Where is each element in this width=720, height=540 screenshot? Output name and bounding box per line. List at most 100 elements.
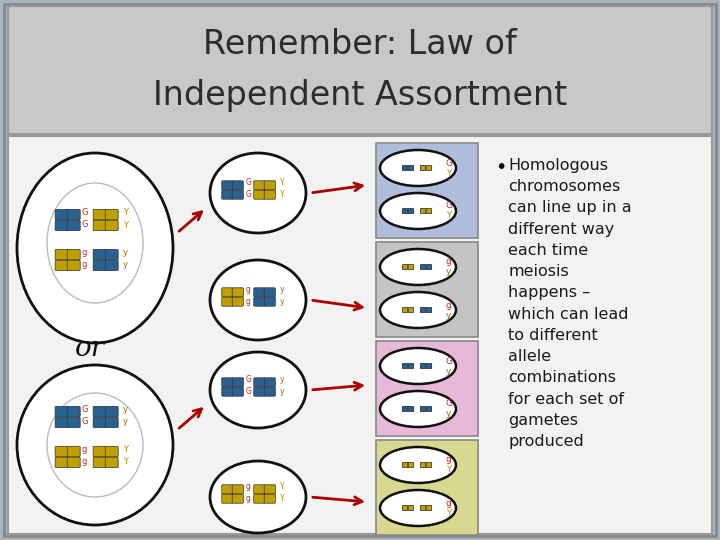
FancyBboxPatch shape bbox=[67, 417, 80, 428]
FancyBboxPatch shape bbox=[402, 505, 408, 510]
Text: G: G bbox=[81, 405, 88, 414]
FancyBboxPatch shape bbox=[222, 485, 233, 494]
FancyBboxPatch shape bbox=[402, 307, 408, 313]
FancyBboxPatch shape bbox=[402, 265, 408, 269]
FancyBboxPatch shape bbox=[408, 505, 414, 510]
FancyBboxPatch shape bbox=[55, 457, 68, 468]
FancyBboxPatch shape bbox=[222, 494, 233, 503]
FancyBboxPatch shape bbox=[93, 260, 106, 271]
Text: y: y bbox=[123, 417, 128, 426]
FancyBboxPatch shape bbox=[253, 297, 265, 306]
Ellipse shape bbox=[210, 352, 306, 428]
FancyBboxPatch shape bbox=[408, 363, 414, 368]
FancyBboxPatch shape bbox=[232, 181, 243, 190]
Ellipse shape bbox=[210, 461, 306, 533]
Text: or: or bbox=[75, 334, 105, 361]
FancyBboxPatch shape bbox=[426, 208, 432, 213]
Ellipse shape bbox=[380, 348, 456, 384]
FancyBboxPatch shape bbox=[420, 265, 426, 269]
Text: y: y bbox=[446, 409, 451, 418]
FancyBboxPatch shape bbox=[8, 6, 712, 134]
Text: Remember: Law of: Remember: Law of bbox=[203, 29, 517, 62]
Text: y: y bbox=[446, 367, 451, 375]
Ellipse shape bbox=[380, 193, 456, 229]
Text: y: y bbox=[280, 297, 284, 306]
Text: G: G bbox=[81, 220, 88, 229]
Text: y: y bbox=[123, 260, 128, 269]
FancyBboxPatch shape bbox=[105, 417, 118, 428]
FancyBboxPatch shape bbox=[105, 210, 118, 220]
FancyBboxPatch shape bbox=[253, 387, 265, 396]
FancyBboxPatch shape bbox=[408, 407, 414, 411]
FancyBboxPatch shape bbox=[376, 341, 478, 436]
FancyBboxPatch shape bbox=[67, 406, 80, 417]
Text: y: y bbox=[280, 387, 284, 396]
FancyBboxPatch shape bbox=[67, 210, 80, 220]
Text: y: y bbox=[280, 285, 284, 294]
FancyBboxPatch shape bbox=[420, 165, 426, 171]
Text: Y: Y bbox=[280, 494, 284, 503]
FancyBboxPatch shape bbox=[105, 220, 118, 231]
Text: Homologous
chromosomes
can line up in a
different way
each time
meiosis
happens : Homologous chromosomes can line up in a … bbox=[508, 158, 631, 449]
FancyBboxPatch shape bbox=[408, 165, 414, 171]
FancyBboxPatch shape bbox=[376, 242, 478, 337]
Text: Y: Y bbox=[123, 221, 128, 230]
FancyBboxPatch shape bbox=[8, 136, 712, 534]
FancyBboxPatch shape bbox=[93, 210, 106, 220]
Text: •: • bbox=[495, 158, 506, 177]
FancyBboxPatch shape bbox=[105, 457, 118, 468]
FancyBboxPatch shape bbox=[55, 220, 68, 231]
FancyBboxPatch shape bbox=[402, 208, 408, 213]
FancyBboxPatch shape bbox=[402, 363, 408, 368]
FancyBboxPatch shape bbox=[93, 417, 106, 428]
FancyBboxPatch shape bbox=[408, 265, 414, 269]
FancyBboxPatch shape bbox=[232, 494, 243, 503]
FancyBboxPatch shape bbox=[93, 249, 106, 260]
FancyBboxPatch shape bbox=[232, 485, 243, 494]
Text: G: G bbox=[246, 178, 252, 187]
Text: g: g bbox=[446, 300, 451, 309]
Ellipse shape bbox=[210, 153, 306, 233]
FancyBboxPatch shape bbox=[426, 505, 432, 510]
FancyBboxPatch shape bbox=[105, 406, 118, 417]
FancyBboxPatch shape bbox=[420, 462, 426, 468]
Text: Y: Y bbox=[123, 208, 128, 217]
FancyBboxPatch shape bbox=[264, 297, 275, 306]
Ellipse shape bbox=[380, 249, 456, 285]
FancyBboxPatch shape bbox=[55, 249, 68, 260]
Text: g: g bbox=[246, 285, 251, 294]
FancyBboxPatch shape bbox=[426, 265, 432, 269]
FancyBboxPatch shape bbox=[232, 297, 243, 306]
Text: g: g bbox=[446, 498, 451, 508]
FancyBboxPatch shape bbox=[222, 297, 233, 306]
FancyBboxPatch shape bbox=[222, 190, 233, 199]
FancyBboxPatch shape bbox=[420, 407, 426, 411]
Text: Y: Y bbox=[280, 178, 284, 187]
FancyBboxPatch shape bbox=[232, 387, 243, 396]
FancyBboxPatch shape bbox=[67, 220, 80, 231]
FancyBboxPatch shape bbox=[264, 181, 275, 190]
FancyBboxPatch shape bbox=[420, 208, 426, 213]
FancyBboxPatch shape bbox=[408, 462, 414, 468]
FancyBboxPatch shape bbox=[420, 363, 426, 368]
FancyBboxPatch shape bbox=[105, 260, 118, 271]
Ellipse shape bbox=[380, 150, 456, 186]
FancyBboxPatch shape bbox=[264, 387, 275, 396]
Text: g: g bbox=[446, 456, 451, 464]
FancyBboxPatch shape bbox=[402, 407, 408, 411]
Text: Y: Y bbox=[123, 457, 128, 466]
Text: G: G bbox=[246, 387, 252, 396]
FancyBboxPatch shape bbox=[426, 462, 432, 468]
FancyBboxPatch shape bbox=[222, 288, 233, 297]
Text: Y: Y bbox=[446, 212, 451, 220]
FancyBboxPatch shape bbox=[93, 406, 106, 417]
FancyBboxPatch shape bbox=[232, 378, 243, 387]
FancyBboxPatch shape bbox=[402, 462, 408, 468]
FancyBboxPatch shape bbox=[93, 447, 106, 457]
Text: G: G bbox=[246, 190, 252, 199]
FancyBboxPatch shape bbox=[426, 307, 432, 313]
Text: g: g bbox=[446, 258, 451, 267]
Text: g: g bbox=[81, 248, 86, 257]
Text: G: G bbox=[446, 159, 453, 167]
Text: g: g bbox=[81, 260, 86, 269]
